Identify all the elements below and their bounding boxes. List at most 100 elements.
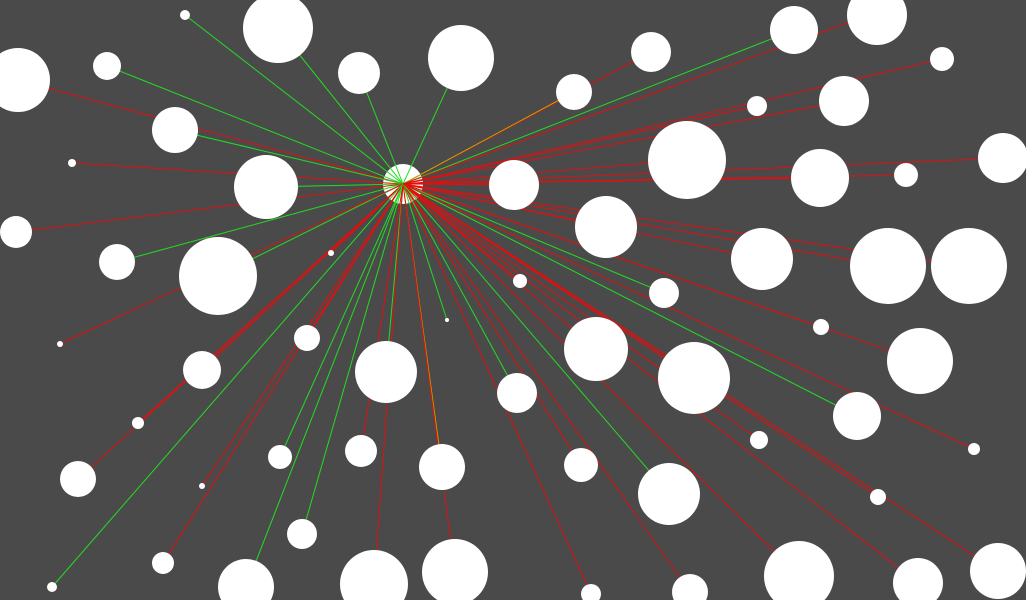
ray-line [402,183,889,267]
obstacle-circle [419,444,465,490]
obstacle-circle [152,552,174,574]
obstacle-circle [497,373,537,413]
ray-line [77,183,404,480]
obstacle-circle [445,318,449,322]
source-ray-stub [395,183,404,203]
obstacle-circle [649,278,679,308]
obstacle-circle [770,6,818,54]
obstacle-circle [731,228,793,290]
obstacle-circle [294,325,320,351]
obstacle-circle [199,483,205,489]
source-ray-stub [402,165,412,185]
source-ray-stub [386,171,404,185]
obstacle-circle [513,274,527,288]
obstacle-circle [813,319,829,335]
obstacle-circle [648,121,726,199]
obstacle-circle [180,10,190,20]
obstacle-circle [489,160,539,210]
obstacle-circle [819,76,869,126]
source-ray-stub [402,183,420,196]
obstacle-circle [183,351,221,389]
obstacle-circle [631,32,671,72]
ray-line [301,183,404,535]
obstacle-circle [791,149,849,207]
obstacle-circle [750,431,768,449]
source-ray-stub [383,183,404,190]
ray-line [174,129,404,185]
obstacle-circle [893,558,943,600]
ray-line [162,183,404,564]
source-ray-stub [395,165,404,185]
obstacle-circle [638,463,700,525]
ray-line [402,183,582,466]
ray-line [51,183,404,588]
ray-line [402,100,845,185]
ray-source [382,164,424,204]
ray-line [402,183,592,595]
obstacle-circle [887,328,953,394]
ray-line [402,159,688,185]
obstacle-circle [747,96,767,116]
obstacle-circle [268,445,292,469]
source-ray-stub [402,183,417,200]
ray-layer [15,11,1004,595]
obstacle-circle [930,47,954,71]
obstacle-circle [575,196,637,258]
obstacle-circle [99,244,135,280]
obstacle-circle [234,155,298,219]
obstacle-circle [833,392,881,440]
ray-line [402,183,670,495]
obstacle-circle [68,159,76,167]
ray-line [402,183,665,294]
ray-line [279,183,404,458]
ray-line [360,183,404,452]
obstacle-circle [152,107,198,153]
obstacle-circle [328,250,334,256]
obstacle-circle [218,559,274,600]
ray-line [15,183,404,233]
ray-line [245,183,404,588]
obstacle-circle [0,48,50,112]
ray-line [402,183,858,417]
obstacle-circle [132,417,144,429]
obstacle-circle [422,539,488,600]
ray-line [184,14,404,185]
obstacle-circle [672,574,708,600]
obstacle-circle [931,228,1007,304]
ray-line [402,183,975,450]
ray-line [402,183,518,394]
ray-line [402,29,795,185]
source-ray-stub [402,183,407,204]
ray-line [402,183,448,321]
obstacle-circle [978,133,1026,183]
obstacle-circle [345,435,377,467]
obstacle-circle [93,52,121,80]
obstacle-circle [179,237,257,315]
ray-line [402,183,597,350]
obstacle-circle [850,228,926,304]
ray-line [385,183,404,373]
obstacle-circle [556,74,592,110]
obstacle-circle [581,584,601,600]
obstacle-circle [47,582,57,592]
obstacle-circle [564,317,628,381]
source-ray-stub [401,183,404,204]
obstacle-circle [60,461,96,497]
source-ray-stub [383,178,404,185]
obstacle-circle [968,443,980,455]
source-ray-stub [384,183,404,193]
ray-line [402,183,691,593]
source-ray-stub [389,183,404,200]
ray-line [17,79,404,185]
obstacle-circle [340,550,408,600]
source-ray-stub [391,183,404,202]
ray-line [402,183,456,573]
obstacle-circle [564,448,598,482]
obstacle-circle [847,0,907,45]
obstacle-circle [764,541,834,600]
obstacle-circle [870,489,886,505]
obstacle-circle [57,341,63,347]
obstacle-circle [287,519,317,549]
